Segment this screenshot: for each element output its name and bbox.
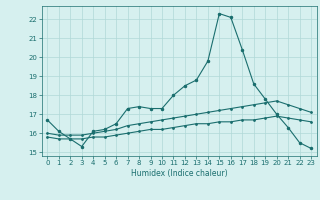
X-axis label: Humidex (Indice chaleur): Humidex (Indice chaleur) xyxy=(131,169,228,178)
